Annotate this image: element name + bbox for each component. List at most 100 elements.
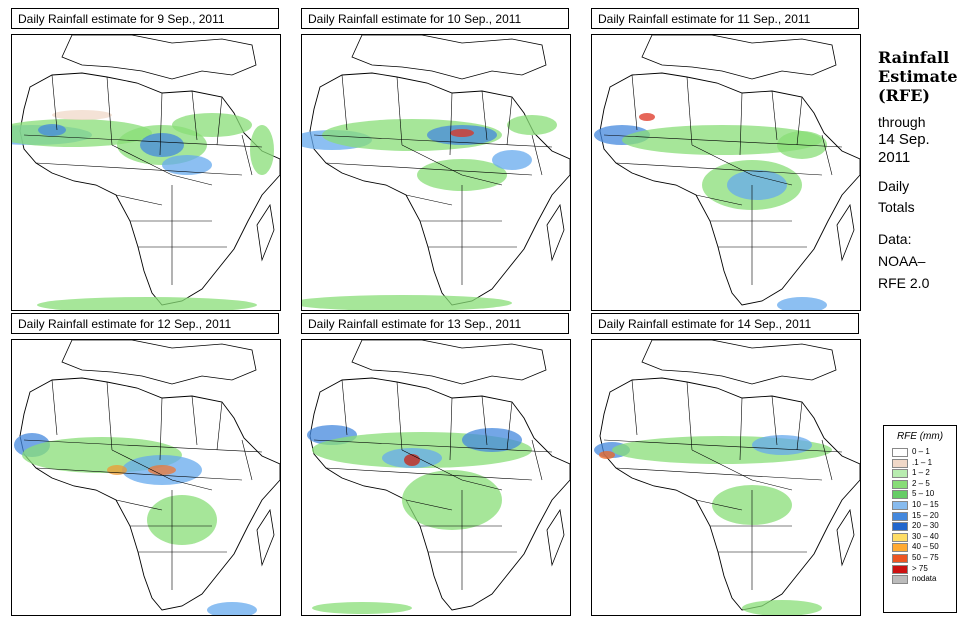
panel-title: Daily Rainfall estimate for 9 Sep., 2011 xyxy=(11,8,279,29)
legend-label: nodata xyxy=(912,574,937,584)
mediterranean-coast xyxy=(641,340,837,385)
country-border xyxy=(531,134,543,176)
country-border xyxy=(23,439,263,453)
country-border xyxy=(686,381,693,451)
country-border xyxy=(695,499,743,511)
rain-area xyxy=(599,451,615,459)
country-border xyxy=(401,144,503,186)
madagascar-outline xyxy=(836,508,855,567)
country-border xyxy=(691,144,793,186)
legend-item: 5 – 10 xyxy=(884,489,956,500)
country-border xyxy=(325,467,533,481)
legend-item: 30 – 40 xyxy=(884,532,956,543)
legend-label: 50 – 75 xyxy=(912,552,939,562)
map-panel-1: Daily Rainfall estimate for 9 Sep., 2011 xyxy=(11,8,281,311)
country-border xyxy=(615,162,823,176)
rainfall-map xyxy=(301,34,571,311)
rainfall-map xyxy=(301,339,571,616)
rain-area xyxy=(742,600,822,615)
country-border xyxy=(216,96,223,146)
legend-swatch xyxy=(892,553,908,563)
daily-line: Daily xyxy=(878,178,910,194)
country-border xyxy=(739,92,743,156)
rain-area xyxy=(38,124,66,136)
madagascar-outline xyxy=(256,508,275,567)
daily-line: Totals xyxy=(878,199,915,215)
title-line: Estimate xyxy=(878,67,958,86)
legend-label: 20 – 30 xyxy=(912,521,939,531)
country-border xyxy=(771,90,778,141)
mediterranean-coast xyxy=(351,35,547,80)
country-border xyxy=(35,162,243,176)
legend-label: 10 – 15 xyxy=(912,499,939,509)
through-label: through xyxy=(878,114,926,130)
rain-area xyxy=(147,495,217,545)
legend-label: 40 – 50 xyxy=(912,542,939,552)
legend-swatch xyxy=(892,564,908,574)
rain-area xyxy=(752,435,812,455)
rain-area xyxy=(250,125,274,175)
data-line: NOAA– xyxy=(878,253,926,269)
rain-area xyxy=(507,115,557,135)
legend-item: nodata xyxy=(884,574,956,585)
date-line: 2011 xyxy=(878,149,911,166)
date-line: 14 Sep. xyxy=(878,131,930,148)
country-border xyxy=(615,467,823,481)
legend-label: 1 – 2 xyxy=(912,468,930,478)
legend-item: .1 – 1 xyxy=(884,458,956,469)
country-border xyxy=(325,162,533,176)
country-border xyxy=(691,449,793,491)
map-panel-4: Daily Rainfall estimate for 12 Sep., 201… xyxy=(11,313,281,616)
country-border xyxy=(159,92,163,156)
rain-area xyxy=(302,295,512,310)
rain-area xyxy=(622,125,822,155)
country-border xyxy=(115,194,163,206)
country-border xyxy=(106,381,113,451)
legend-label: > 75 xyxy=(912,563,928,573)
country-border xyxy=(241,439,253,481)
country-border xyxy=(111,144,213,186)
country-border xyxy=(191,90,198,141)
rain-area xyxy=(107,465,127,475)
rain-area xyxy=(162,155,212,175)
country-border xyxy=(35,467,243,481)
country-border xyxy=(739,397,743,461)
legend-item: > 75 xyxy=(884,564,956,575)
country-border xyxy=(401,449,503,491)
madagascar-outline xyxy=(836,203,855,262)
rain-area xyxy=(207,602,257,615)
country-border xyxy=(695,194,743,206)
side-annotation: Rainfall Estimate (RFE) through 14 Sep. … xyxy=(878,48,966,292)
legend-swatch xyxy=(892,500,908,510)
country-border xyxy=(111,449,213,491)
legend-item: 15 – 20 xyxy=(884,511,956,522)
legend-item: 0 – 1 xyxy=(884,447,956,458)
map-panel-2: Daily Rainfall estimate for 10 Sep., 201… xyxy=(301,8,571,311)
legend-label: 30 – 40 xyxy=(912,531,939,541)
country-border xyxy=(821,134,833,176)
country-border xyxy=(405,499,453,511)
country-border xyxy=(396,76,403,146)
legend-swatch xyxy=(892,469,908,479)
rainfall-map xyxy=(591,34,861,311)
country-border xyxy=(341,379,348,436)
africa-outline xyxy=(309,72,570,306)
country-border xyxy=(796,401,803,451)
country-border xyxy=(449,92,453,156)
rain-area xyxy=(777,297,827,310)
legend-swatch xyxy=(892,458,908,468)
legend-swatch xyxy=(892,522,908,532)
rain-area xyxy=(450,129,474,137)
legend-swatch xyxy=(892,490,908,500)
country-border xyxy=(159,397,163,461)
map-panel-6: Daily Rainfall estimate for 14 Sep., 201… xyxy=(591,313,861,616)
country-border xyxy=(821,439,833,481)
mediterranean-coast xyxy=(641,35,837,80)
rainfall-map xyxy=(591,339,861,616)
legend-item: 2 – 5 xyxy=(884,479,956,490)
legend-swatch xyxy=(892,448,908,457)
rain-area xyxy=(148,465,176,475)
rainfall-map xyxy=(11,34,281,311)
country-border xyxy=(216,401,223,451)
